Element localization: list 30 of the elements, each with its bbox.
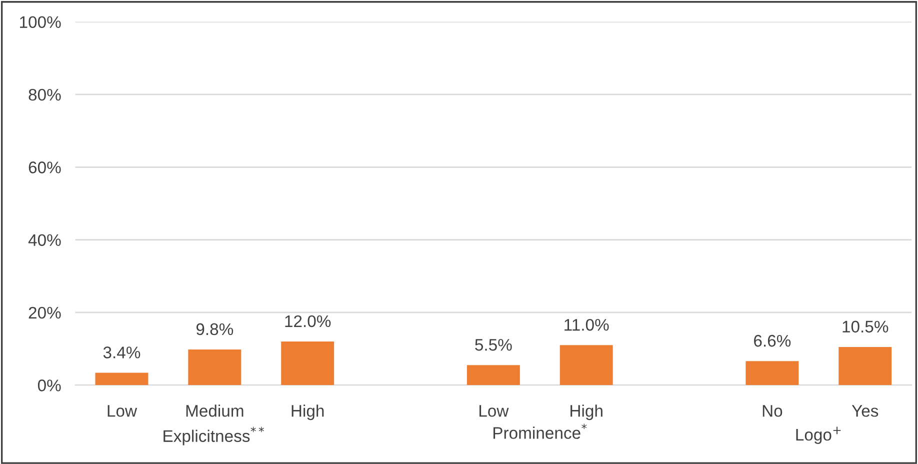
x-tick-label: Low — [480, 405, 509, 417]
bar — [746, 361, 799, 386]
bar — [838, 346, 892, 386]
data-label: 9.8% — [196, 323, 234, 336]
bar — [95, 372, 148, 386]
x-tick-label: Medium — [186, 404, 244, 417]
data-label: 6.6% — [754, 334, 791, 347]
y-tick-label: 80% — [28, 88, 61, 101]
x-tick-label: High — [292, 404, 324, 420]
x-tick-label: No — [762, 405, 782, 417]
bar — [281, 342, 334, 386]
bar — [466, 365, 520, 386]
bar — [560, 345, 613, 386]
text: Explicitness$^{**}$ — [164, 426, 264, 446]
bar — [188, 350, 242, 386]
y-tick-label: 40% — [28, 234, 61, 246]
y-tick-label: 100% — [20, 16, 61, 28]
data-label: 3.4% — [103, 346, 140, 358]
data-label: 12.0% — [285, 315, 331, 328]
y-tick-label: 0% — [38, 380, 61, 392]
text: Logo$^{+}$ — [796, 426, 841, 444]
x-tick-label: Yes — [852, 405, 878, 417]
y-tick-label: 60% — [28, 162, 61, 174]
data-label: 11.0% — [564, 318, 609, 331]
text: Prominence$^{*}$ — [494, 424, 587, 439]
y-tick-label: 20% — [28, 306, 61, 319]
data-label: 5.5% — [475, 339, 512, 351]
x-tick-label: High — [570, 404, 602, 420]
data-label: 10.5% — [842, 320, 888, 333]
x-tick-label: Low — [108, 405, 138, 417]
